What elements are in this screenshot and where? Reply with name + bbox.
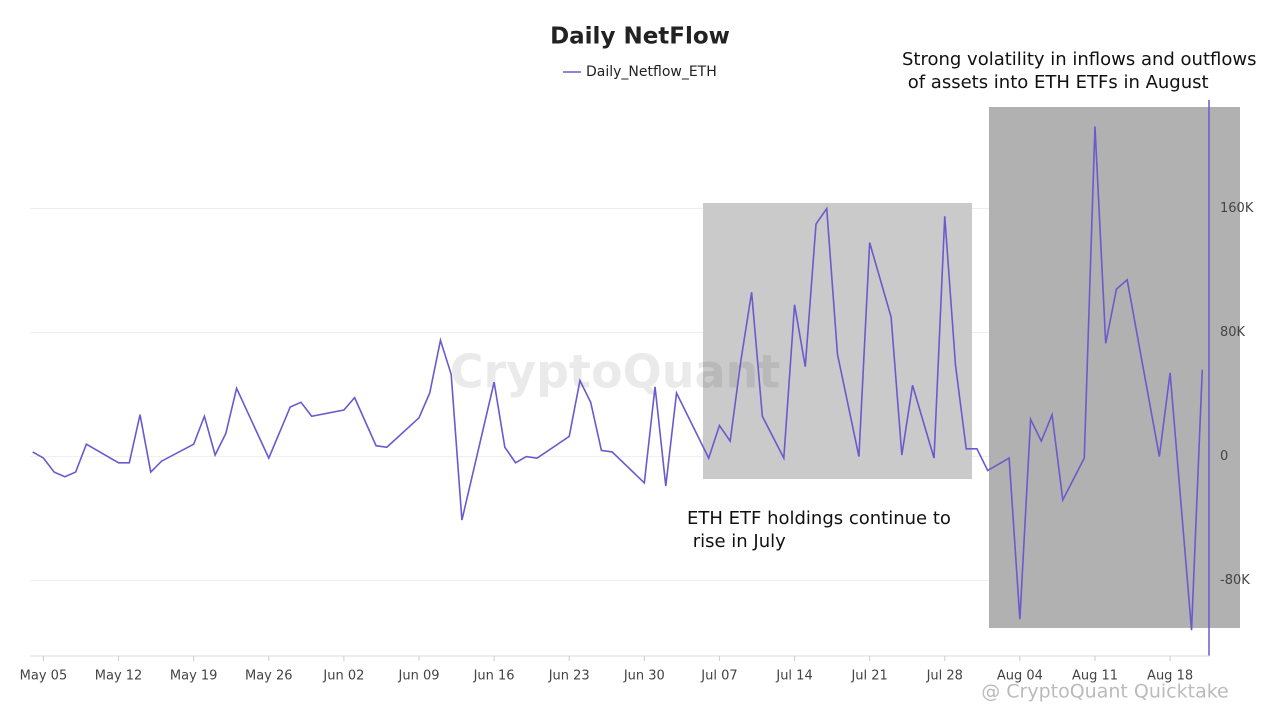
x-tick-label: May 05 (20, 669, 68, 684)
annotation: Strong volatility in inflows and outflow… (902, 49, 1256, 70)
y-tick-label: 0 (1220, 449, 1228, 464)
annotation: of assets into ETH ETFs in August (902, 72, 1209, 93)
annotation: ETH ETF holdings continue to (687, 508, 951, 529)
data-line (32, 126, 1204, 631)
x-tick-label: Jul 14 (775, 669, 812, 684)
credit: @ CryptoQuant Quicktake (981, 681, 1229, 703)
x-tick-label: Jun 02 (322, 669, 364, 684)
august-highlight (989, 107, 1240, 628)
y-tick-label: -80K (1220, 573, 1250, 588)
x-tick-label: May 12 (95, 669, 143, 684)
x-tick-label: Jul 07 (700, 669, 737, 684)
chart-title: Daily NetFlow (550, 24, 730, 50)
legend-label: Daily_Netflow_ETH (586, 64, 717, 80)
x-tick-label: May 19 (170, 669, 218, 684)
x-tick-label: Jun 30 (623, 669, 665, 684)
x-tick-label: Jul 28 (926, 669, 963, 684)
y-tick-label: 80K (1220, 325, 1246, 340)
y-tick-label: 160K (1220, 201, 1254, 216)
x-tick-label: Aug 04 (997, 669, 1043, 684)
x-tick-label: Jun 23 (548, 669, 590, 684)
x-tick-label: Jun 16 (473, 669, 515, 684)
x-tick-label: Jun 09 (398, 669, 440, 684)
x-tick-label: Aug 18 (1147, 669, 1193, 684)
watermark: CryptoQuant (450, 345, 781, 399)
x-tick-label: Aug 11 (1072, 669, 1118, 684)
annotation: rise in July (687, 531, 786, 552)
x-tick-label: Jul 21 (850, 669, 887, 684)
x-tick-label: May 26 (245, 669, 293, 684)
